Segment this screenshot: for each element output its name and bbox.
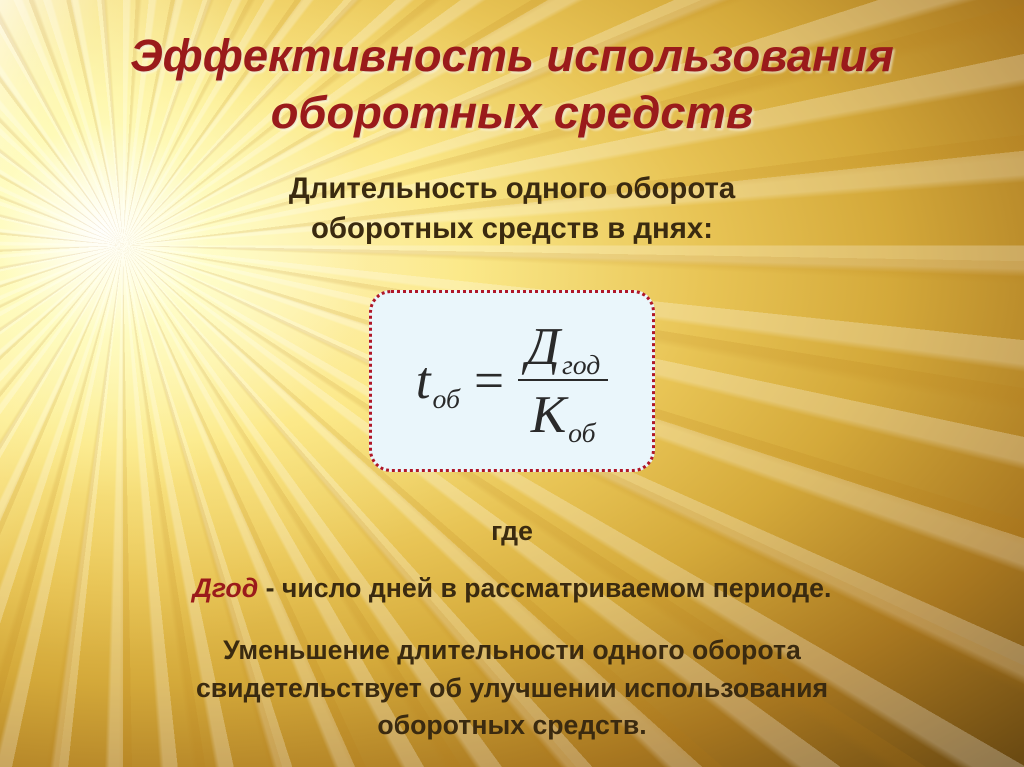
formula-fraction: Д год К об [518, 313, 608, 447]
definition-rest: - число дней в рассматриваемом периоде. [258, 573, 831, 603]
formula-lhs: t об [416, 349, 460, 411]
slide-subtitle: Длительность одного оборота оборотных ср… [289, 169, 735, 248]
denominator-main: К [531, 383, 566, 445]
subtitle-line-1: Длительность одного оборота [289, 172, 735, 205]
numerator-sub: год [562, 349, 600, 381]
denominator-sub: об [568, 417, 595, 449]
conclusion-line-1: Уменьшение длительности одного оборота [223, 635, 801, 665]
conclusion-line-3: оборотных средств. [377, 710, 646, 740]
conclusion-line-2: свидетельствует об улучшении использован… [196, 673, 828, 703]
title-line-2: оборотных средств [271, 87, 754, 138]
subtitle-line-2: оборотных средств в днях: [311, 212, 713, 245]
formula-denominator: К об [523, 381, 604, 447]
formula: t об = Д год К об [416, 313, 609, 447]
conclusion-text: Уменьшение длительности одного оборота с… [196, 632, 828, 744]
formula-box: t об = Д год К об [369, 290, 656, 472]
formula-numerator: Д год [518, 313, 608, 379]
title-line-1: Эффективность использования [130, 30, 894, 81]
slide-title: Эффективность использования оборотных ср… [130, 28, 894, 141]
where-label: где [491, 516, 533, 547]
numerator-main: Д [526, 315, 560, 377]
definition-term: Дгод [193, 573, 259, 603]
equals-sign: = [474, 349, 504, 411]
term-definition: Дгод - число дней в рассматриваемом пери… [193, 573, 832, 604]
formula-lhs-main: t [416, 349, 431, 411]
formula-lhs-sub: об [433, 383, 460, 415]
slide-container: Эффективность использования оборотных ср… [0, 0, 1024, 767]
